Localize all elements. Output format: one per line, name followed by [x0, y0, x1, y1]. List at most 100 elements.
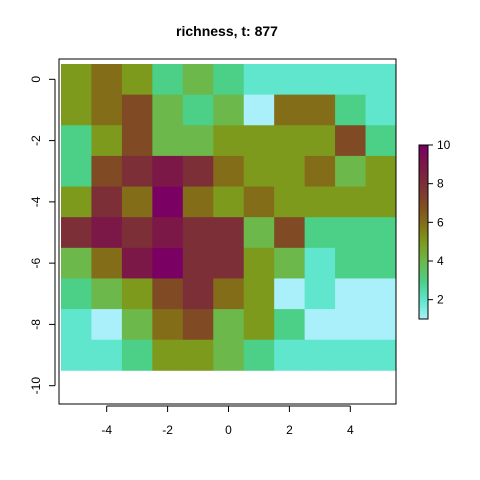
colorbar-tick-label: 8 [437, 177, 444, 191]
colorbar-segment [419, 266, 428, 271]
heatmap-cell [152, 309, 184, 341]
heatmap-cell [243, 186, 275, 218]
heatmap-cell [121, 339, 153, 371]
heatmap-cell [365, 339, 397, 371]
colorbar-segment [419, 145, 428, 149]
heatmap-cell [182, 309, 214, 341]
colorbar-segment [419, 153, 428, 158]
colorbar-segment [419, 205, 428, 210]
heatmap-cell [91, 217, 123, 249]
heatmap-cell [121, 247, 153, 279]
heatmap-cell [243, 94, 275, 126]
heatmap-cell [91, 94, 123, 126]
colorbar-segment [419, 168, 428, 172]
heatmap-cell [91, 64, 123, 96]
y-tick-label: -4 [29, 196, 43, 207]
heatmap-cell [61, 94, 92, 126]
colorbar-segment [419, 174, 428, 178]
heatmap-cell [274, 64, 306, 96]
heatmap-cell [182, 155, 214, 187]
colorbar-segment [419, 255, 428, 259]
colorbar-segment [419, 278, 428, 282]
heatmap-cell [335, 217, 366, 249]
x-tick-label: -2 [162, 423, 173, 437]
heatmap-cell [243, 247, 275, 279]
heatmap-cell [91, 186, 123, 218]
x-tick-label: 4 [347, 423, 354, 437]
colorbar-segment [419, 171, 428, 175]
heatmap-cell [152, 339, 184, 371]
colorbar-segment [419, 261, 428, 265]
heatmap-cell [91, 155, 123, 187]
colorbar-segment [419, 156, 428, 160]
colorbar-tick-label: 2 [437, 293, 444, 307]
heatmap-cell [121, 94, 153, 126]
colorbar-segment [419, 234, 428, 239]
colorbar-segment [419, 292, 428, 297]
colorbar-segment [419, 310, 428, 314]
heatmap-cell [61, 247, 92, 279]
colorbar-segment [419, 147, 428, 152]
heatmap-cell [152, 278, 184, 310]
colorbar-segment [419, 281, 428, 285]
x-tick-label: 2 [286, 423, 293, 437]
y-tick-label: -8 [29, 319, 43, 330]
heatmap-cell [213, 309, 245, 341]
heatmap-cell [274, 94, 306, 126]
heatmap-cell [213, 339, 245, 371]
colorbar-segment [419, 217, 428, 221]
y-tick-label: -6 [29, 257, 43, 268]
heatmap-cell [213, 94, 245, 126]
colorbar-segment [419, 249, 428, 253]
heatmap-cell [121, 217, 153, 249]
heatmap-cell [365, 186, 397, 218]
colorbar-segment [419, 194, 428, 198]
heatmap-cell [243, 217, 275, 249]
heatmap-cell [213, 247, 245, 279]
heatmap-cell [91, 339, 123, 371]
heatmap-cell [182, 247, 214, 279]
colorbar-segment [419, 159, 428, 163]
heatmap-cell [274, 125, 306, 157]
heatmap-cell [304, 247, 336, 279]
colorbar-segment [419, 150, 428, 155]
heatmap-cell [243, 309, 275, 341]
colorbar-segment [419, 298, 428, 303]
colorbar-segment [419, 188, 428, 192]
heatmap-cell [61, 125, 92, 157]
heatmap-cell [91, 278, 123, 310]
heatmap-cell [182, 186, 214, 218]
heatmap-cell [274, 217, 306, 249]
colorbar-segment [419, 275, 428, 279]
heatmap-cell [152, 125, 184, 157]
heatmap-cell [213, 125, 245, 157]
heatmap-cell [182, 64, 214, 96]
colorbar-segment [419, 223, 428, 227]
colorbar-segment [419, 301, 428, 305]
colorbar-segment [419, 185, 428, 189]
heatmap-cell [304, 217, 336, 249]
colorbar-frame [418, 144, 429, 320]
heatmap-cell [304, 94, 336, 126]
heatmap-cell [274, 186, 306, 218]
heatmap-cell [213, 155, 245, 187]
colorbar-segment [419, 197, 428, 201]
heatmap-cell [365, 278, 397, 310]
heatmap-cell [335, 125, 366, 157]
colorbar-segment [419, 287, 428, 291]
heatmap-cell [61, 309, 92, 341]
colorbar-segment [419, 290, 428, 294]
colorbar: 2 4 6 8 10 [418, 138, 451, 320]
x-axis: -4 -2 0 2 4 [101, 405, 354, 437]
plot-frame [58, 58, 397, 405]
heatmap-cell [335, 186, 366, 218]
heatmap-cell [91, 125, 123, 157]
colorbar-segment [419, 295, 428, 300]
heatmap-cell [335, 155, 366, 187]
heatmap-cell [91, 247, 123, 279]
heatmap-cell [182, 125, 214, 157]
heatmap-cell [182, 278, 214, 310]
colorbar-segment [419, 229, 428, 233]
colorbar-segment [419, 232, 428, 236]
heatmap-cell [274, 155, 306, 187]
